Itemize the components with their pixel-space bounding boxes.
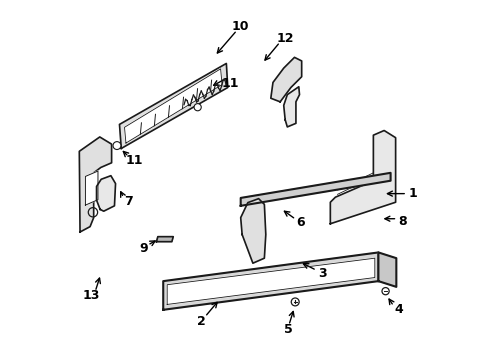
Text: 3: 3 (318, 267, 326, 280)
Polygon shape (378, 252, 396, 287)
Polygon shape (124, 69, 222, 143)
Text: 2: 2 (197, 315, 206, 328)
Text: 7: 7 (124, 195, 133, 208)
Polygon shape (85, 171, 98, 205)
Text: 13: 13 (83, 289, 100, 302)
Polygon shape (163, 252, 378, 310)
Polygon shape (271, 57, 302, 102)
Text: 12: 12 (276, 32, 294, 45)
Polygon shape (330, 131, 395, 224)
Circle shape (291, 298, 299, 306)
Polygon shape (241, 173, 391, 206)
Text: 8: 8 (398, 215, 407, 229)
Polygon shape (284, 87, 299, 127)
Polygon shape (167, 258, 375, 305)
Circle shape (113, 141, 121, 149)
Polygon shape (97, 176, 116, 211)
Circle shape (382, 288, 389, 295)
Text: 1: 1 (408, 187, 417, 200)
Polygon shape (156, 237, 173, 242)
Text: 11: 11 (221, 77, 239, 90)
Polygon shape (241, 199, 266, 263)
Text: 4: 4 (394, 303, 403, 316)
Polygon shape (120, 63, 228, 148)
Text: 11: 11 (125, 154, 143, 167)
Text: 9: 9 (140, 242, 148, 255)
Text: 6: 6 (296, 216, 305, 229)
Polygon shape (79, 137, 112, 232)
Circle shape (194, 104, 201, 111)
Text: 10: 10 (232, 20, 249, 33)
Text: 5: 5 (284, 323, 293, 336)
